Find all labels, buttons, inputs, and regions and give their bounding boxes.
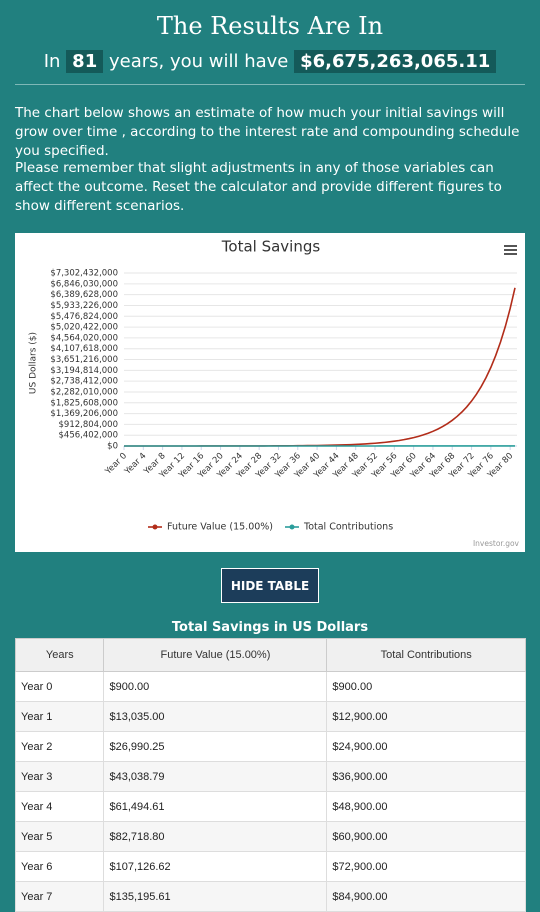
y-tick-label: $6,389,628,000 (50, 290, 118, 300)
summary-prefix: In (44, 51, 61, 72)
page: {"header": {"title": "The Results Are In… (0, 0, 540, 886)
table-row: Year 7$135,195.61$84,900.00 (16, 882, 526, 912)
summary-middle: years, you will have (109, 51, 288, 72)
divider (15, 84, 525, 85)
table-cell: Year 0 (16, 672, 104, 702)
table-row: Year 3$43,038.79$36,900.00 (16, 762, 526, 792)
table-row: Year 5$82,718.80$60,900.00 (16, 822, 526, 852)
table-cell: $107,126.62 (104, 852, 327, 882)
table-cell: $82,718.80 (104, 822, 327, 852)
table-cell: Year 3 (16, 762, 104, 792)
table-title: Total Savings in US Dollars (0, 620, 540, 635)
table-cell: $26,990.25 (104, 732, 327, 762)
paragraph: The chart below shows an estimate of how… (15, 104, 530, 161)
y-tick-label: $3,651,216,000 (50, 355, 118, 365)
table-row: Year 2$26,990.25$24,900.00 (16, 732, 526, 762)
menu-icon[interactable] (504, 245, 517, 255)
y-tick-label: $456,402,000 (59, 431, 118, 441)
y-tick-label: $5,933,226,000 (50, 301, 118, 311)
x-tick-label: Year 0 (103, 451, 129, 477)
y-tick-label: $3,194,814,000 (50, 366, 118, 376)
y-tick-label: $2,738,412,000 (50, 377, 118, 387)
y-tick-label: $4,107,618,000 (50, 344, 118, 354)
y-tick-label: $7,302,432,000 (50, 269, 118, 279)
years-box: 81 (66, 50, 103, 73)
table-cell: $60,900.00 (327, 822, 526, 852)
series-line (124, 288, 515, 446)
legend-marker (153, 525, 158, 530)
table-cell: Year 7 (16, 882, 104, 912)
legend-label: Future Value (15.00%) (167, 522, 273, 533)
y-tick-label: $1,825,608,000 (50, 398, 118, 408)
table-cell: $61,494.61 (104, 792, 327, 822)
credit: Investor.gov (473, 539, 520, 548)
y-tick-label: $2,282,010,000 (50, 387, 118, 397)
table-cell: $13,035.00 (104, 702, 327, 732)
table-cell: $24,900.00 (327, 732, 526, 762)
table-cell: Year 5 (16, 822, 104, 852)
table-cell: Year 1 (16, 702, 104, 732)
results-summary: In 81 years, you will have $6,675,263,06… (0, 51, 540, 72)
table-row: Year 0$900.00$900.00 (16, 672, 526, 702)
legend-marker (290, 525, 295, 530)
y-tick-label: $912,804,000 (59, 420, 118, 430)
column-header: Future Value (15.00%) (104, 639, 327, 672)
column-header: Total Contributions (327, 639, 526, 672)
legend-label: Total Contributions (303, 522, 393, 533)
table-cell: Year 4 (16, 792, 104, 822)
chart: Total Savings US Dollars ($) Investor.go… (15, 233, 525, 552)
y-tick-label: $1,369,206,000 (50, 409, 118, 419)
table-cell: Year 2 (16, 732, 104, 762)
table-row: Year 1$13,035.00$12,900.00 (16, 702, 526, 732)
y-axis-label: US Dollars ($) (29, 332, 39, 394)
results-title: The Results Are In (0, 12, 540, 40)
table-cell: $135,195.61 (104, 882, 327, 912)
total-box: $6,675,263,065.11 (294, 50, 496, 73)
hide-table-button[interactable]: HIDE TABLE (221, 568, 319, 603)
table-row: Year 4$61,494.61$48,900.00 (16, 792, 526, 822)
table-cell: $84,900.00 (327, 882, 526, 912)
table-cell: $48,900.00 (327, 792, 526, 822)
x-tick-label: Year 4 (122, 451, 148, 477)
y-tick-label: $6,846,030,000 (50, 279, 118, 289)
column-header: Years (16, 639, 104, 672)
table-row: Year 6$107,126.62$72,900.00 (16, 852, 526, 882)
table-cell: $36,900.00 (327, 762, 526, 792)
table-cell: $900.00 (327, 672, 526, 702)
chart-container: Total Savings US Dollars ($) Investor.go… (15, 233, 525, 552)
paragraph: Please remember that slight adjustments … (15, 159, 530, 216)
page-body: The Results Are In In 81 years, you will… (0, 0, 540, 886)
table-cell: Year 6 (16, 852, 104, 882)
y-tick-label: $4,564,020,000 (50, 333, 118, 343)
table-cell: $900.00 (104, 672, 327, 702)
table-cell: $12,900.00 (327, 702, 526, 732)
y-tick-label: $5,476,824,000 (50, 312, 118, 322)
table-cell: $43,038.79 (104, 762, 327, 792)
y-tick-label: $0 (107, 442, 118, 452)
table-cell: $72,900.00 (327, 852, 526, 882)
chart-title: Total Savings (221, 238, 321, 256)
y-tick-label: $5,020,422,000 (50, 323, 118, 333)
